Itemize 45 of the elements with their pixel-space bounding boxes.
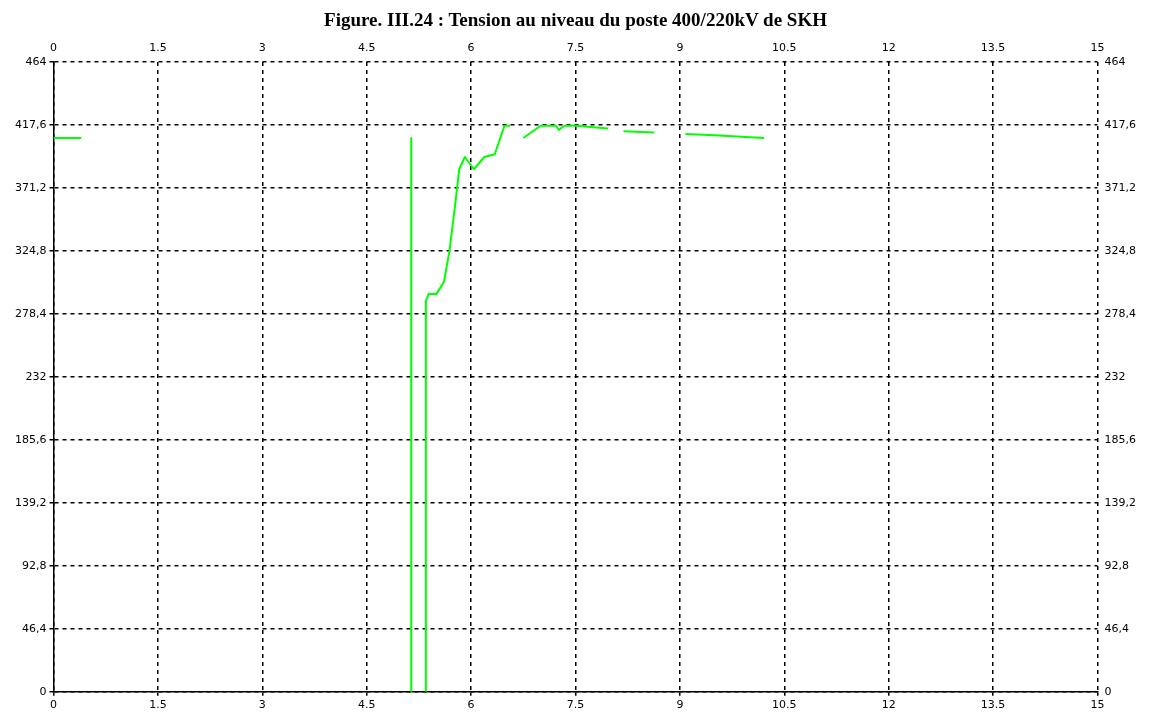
x-tick-label: 13.5 [980, 698, 1006, 712]
x2-tick-label: 9 [676, 41, 684, 55]
x-tick-label: 12 [881, 698, 896, 712]
x-tick-label: 9 [676, 698, 684, 712]
y2-tick-label: 371,2 [1104, 180, 1137, 194]
x-tick-label: 7.5 [566, 698, 585, 712]
y-tick-label: 464 [25, 54, 47, 68]
x-tick-label: 1.5 [149, 698, 167, 712]
y-tick-label: 139,2 [14, 495, 47, 509]
y2-tick-label: 139,2 [1104, 495, 1137, 509]
y-tick-label: 0 [39, 684, 47, 698]
y-tick-label: 417,6 [14, 117, 47, 131]
y-tick-label: 278,4 [14, 306, 47, 320]
x2-tick-label: 3 [258, 41, 266, 55]
x2-tick-label: 13.5 [980, 41, 1006, 55]
x2-tick-label: 10.5 [772, 41, 797, 55]
x-tick-label: 0 [49, 698, 57, 712]
y2-tick-label: 232 [1104, 369, 1126, 383]
x2-tick-label: 15 [1090, 41, 1105, 55]
x-tick-label: 6 [467, 698, 475, 712]
y2-tick-label: 92,8 [1104, 558, 1130, 572]
x-tick-label: 3 [258, 698, 266, 712]
chart-title: Figure. III.24 : Tension au niveau du poste 400/220kV de SKH [324, 9, 828, 31]
x2-tick-label: 12 [881, 41, 896, 55]
x2-tick-label: 7.5 [566, 41, 585, 55]
y-tick-label: 46,4 [21, 621, 47, 635]
y2-tick-label: 464 [1104, 54, 1126, 68]
x2-tick-label: 1.5 [149, 41, 167, 55]
y2-tick-label: 46,4 [1104, 621, 1130, 635]
x2-tick-label: 6 [467, 41, 475, 55]
x2-tick-label: 0 [49, 41, 57, 55]
x2-tick-label: 4.5 [357, 41, 376, 55]
y-tick-label: 232 [25, 369, 47, 383]
x-tick-label: 15 [1090, 698, 1105, 712]
x-tick-label: 10.5 [772, 698, 797, 712]
y2-tick-label: 278,4 [1104, 306, 1137, 320]
y2-tick-label: 185,6 [1104, 432, 1137, 446]
y-tick-label: 92,8 [21, 558, 47, 572]
y-tick-label: 371,2 [14, 180, 47, 194]
x-tick-label: 4.5 [357, 698, 376, 712]
y-tick-label: 324,8 [14, 243, 47, 257]
y2-tick-label: 0 [1104, 684, 1112, 698]
y2-tick-label: 324,8 [1104, 243, 1137, 257]
y2-tick-label: 417,6 [1104, 117, 1137, 131]
y-tick-label: 185,6 [14, 432, 47, 446]
